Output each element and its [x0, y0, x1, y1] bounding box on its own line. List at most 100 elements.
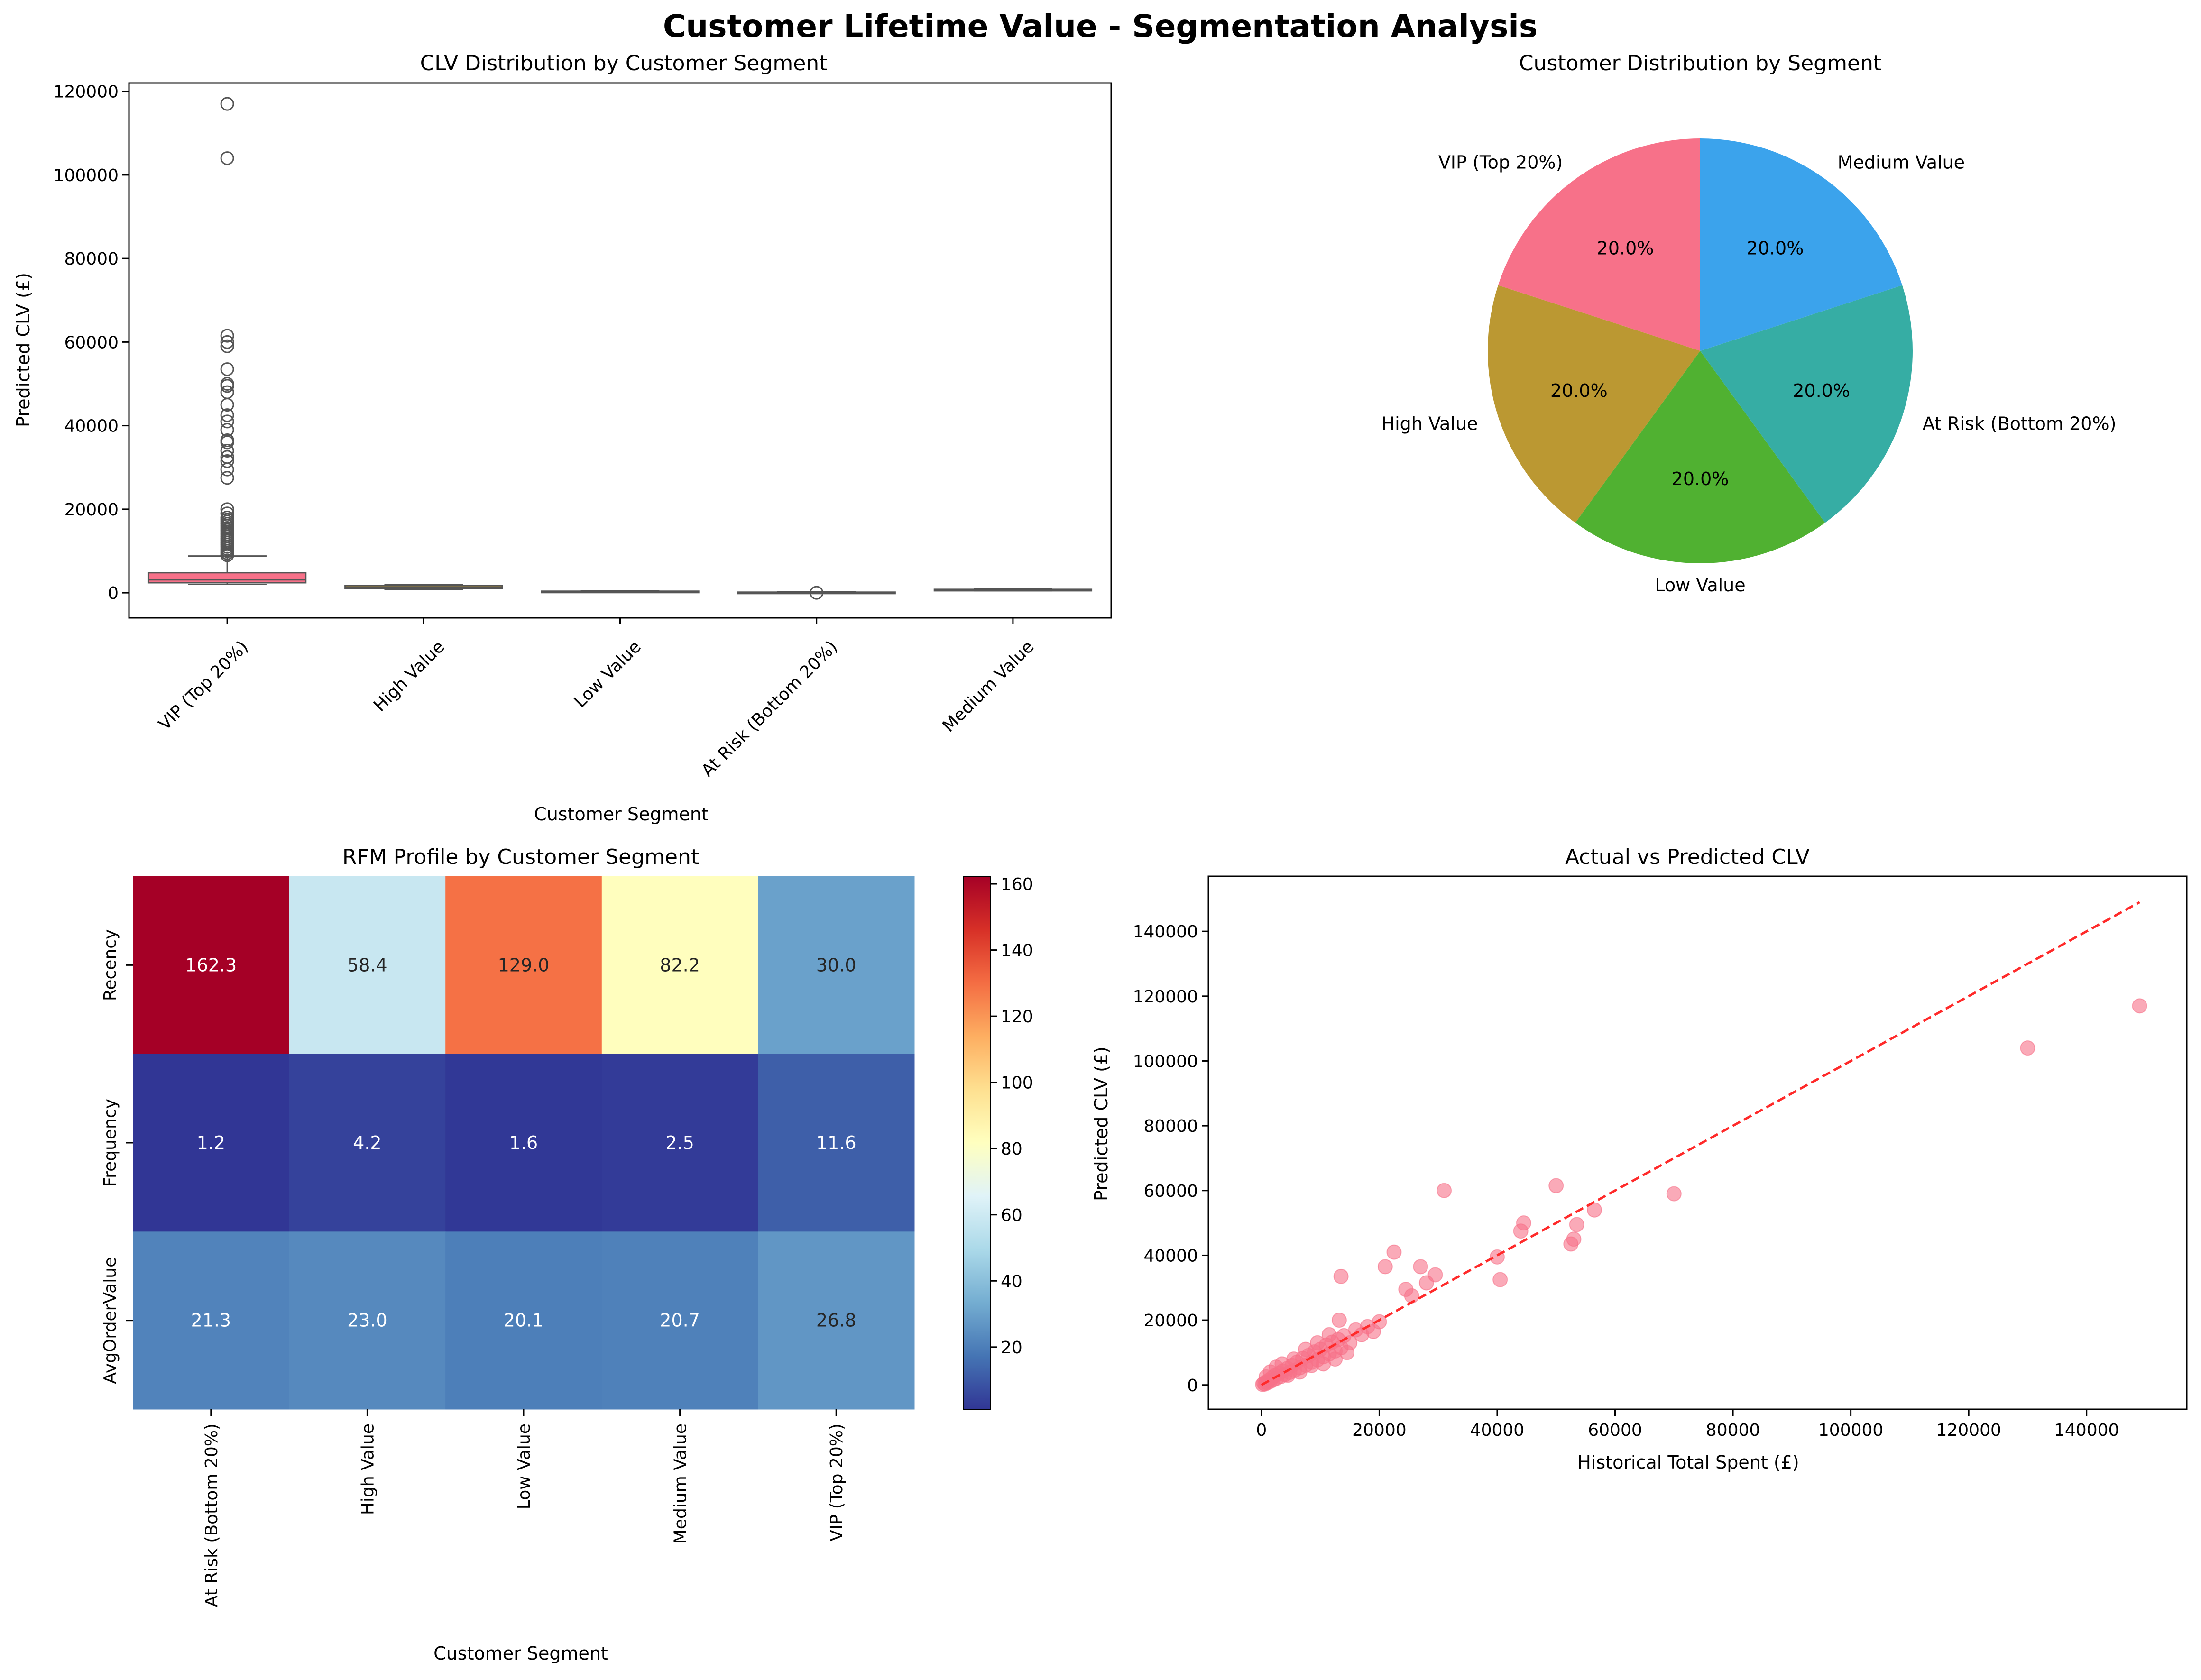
colorbar-tick-label: 40	[1001, 1272, 1022, 1291]
box-y-tick-label: 120000	[54, 83, 119, 102]
scatter-y-tick-label: 120000	[1133, 987, 1198, 1007]
heatmap-column-label: At Risk (Bottom 20%)	[202, 1423, 221, 1607]
box-outlier	[220, 97, 234, 111]
heatmap-cell	[601, 1231, 758, 1410]
scatter-title: Actual vs Predicted CLV	[1565, 845, 1810, 869]
pie-slice-percent: 20.0%	[1793, 380, 1850, 401]
box-outlier	[220, 414, 234, 429]
heatmap-cell	[758, 876, 915, 1055]
scatter-ylabel: Predicted CLV (£)	[1091, 1047, 1112, 1201]
heatmap-column-label: Medium Value	[671, 1423, 691, 1544]
scatter-point	[1372, 1314, 1387, 1330]
scatter-point	[1331, 1313, 1347, 1328]
box-x-tick-label: High Value	[370, 637, 448, 715]
scatter-y-tick-label: 80000	[1143, 1117, 1198, 1136]
heatmap-cell-label: 11.6	[816, 1132, 856, 1153]
box-outlier	[220, 506, 234, 521]
scatter-point	[1404, 1288, 1419, 1304]
scatter-xlabel: Historical Total Spent (£)	[1577, 1452, 1799, 1473]
heatmap-cell-label: 23.0	[347, 1310, 387, 1331]
heatmap-title: RFM Profile by Customer Segment	[342, 845, 699, 869]
scatter-point	[1298, 1341, 1314, 1357]
box-outlier	[220, 151, 234, 165]
scatter-y-tick-label: 20000	[1143, 1311, 1198, 1331]
heatmap-cell	[133, 876, 290, 1055]
scatter-frame	[1207, 875, 2188, 1410]
heatmap-cell	[601, 1054, 758, 1232]
scatter-x-tick-label: 0	[1256, 1421, 1267, 1440]
pie-chart-panel: Customer Distribution by Segment 20.0% VI…	[1381, 51, 2117, 596]
heatmap-cell-label: 4.2	[353, 1132, 381, 1153]
box-y-tick-label: 0	[108, 584, 119, 603]
box-outlier	[220, 511, 234, 524]
scatter-point	[1377, 1259, 1393, 1275]
colorbar-tick-label: 20	[1001, 1338, 1022, 1358]
pie-slice-label: Low Value	[1655, 575, 1745, 596]
scatter-point	[1309, 1335, 1325, 1350]
scatter-x-tick-label: 60000	[1588, 1421, 1642, 1440]
box-outlier	[220, 329, 234, 343]
heatmap-cell	[289, 876, 446, 1055]
scatter-point	[1437, 1183, 1452, 1198]
heatmap-cell	[445, 876, 602, 1055]
pie-slice-label: High Value	[1381, 413, 1478, 434]
colorbar-tick-label: 60	[1001, 1206, 1022, 1225]
box-x-tick-label: VIP (Top 20%)	[155, 637, 252, 734]
pie-slice-label: Medium Value	[1838, 152, 1965, 173]
heatmap-column-label: High Value	[358, 1423, 378, 1515]
pie-slice	[1575, 351, 1825, 563]
scatter-point	[1286, 1351, 1302, 1367]
heatmap-cell	[445, 1231, 602, 1410]
box-plot-ylabel: Predicted CLV (£)	[13, 273, 34, 427]
box-outlier	[810, 586, 824, 600]
scatter-point	[2020, 1040, 2035, 1056]
heatmap-row-label: Frequency	[101, 1099, 120, 1187]
box-y-tick-label: 40000	[64, 417, 119, 436]
scatter-point	[1413, 1259, 1428, 1275]
scatter-point	[1492, 1272, 1508, 1287]
pie-slice	[1700, 285, 1913, 523]
heatmap-cell	[289, 1054, 446, 1232]
scatter-y-tick-label: 0	[1187, 1376, 1198, 1395]
scatter-y-tick-label: 40000	[1143, 1246, 1198, 1266]
colorbar	[963, 876, 991, 1410]
heatmap-cell-label: 162.3	[185, 955, 237, 975]
heatmap-cell-label: 26.8	[816, 1310, 856, 1331]
scatter-x-tick-label: 140000	[2054, 1421, 2119, 1440]
heatmap-panel: RFM Profile by Customer Segment Customer…	[101, 845, 1033, 1664]
box-outlier	[220, 422, 234, 437]
box-outlier	[220, 362, 234, 376]
reference-line	[1261, 901, 2140, 1386]
scatter-point	[1427, 1267, 1443, 1283]
scatter-x-tick-label: 100000	[1818, 1421, 1883, 1440]
heatmap-cell	[133, 1231, 290, 1410]
scatter-point	[1327, 1351, 1343, 1367]
box-plot-xlabel: Customer Segment	[534, 804, 709, 825]
box-plot-title: CLV Distribution by Customer Segment	[420, 51, 828, 75]
scatter-point	[1548, 1178, 1564, 1193]
box-body	[147, 572, 307, 584]
heatmap-row-label: Recency	[101, 929, 120, 1001]
scatter-point	[1339, 1345, 1355, 1360]
box-outlier	[220, 377, 234, 391]
box-y-tick-label: 60000	[64, 333, 119, 352]
pie-slice-label: At Risk (Bottom 20%)	[1923, 413, 2117, 434]
pie-slice-label: VIP (Top 20%)	[1438, 152, 1563, 173]
pie-slice-percent: 20.0%	[1672, 468, 1729, 489]
heatmap-cell-label: 2.5	[665, 1132, 694, 1153]
scatter-x-tick-label: 40000	[1470, 1421, 1525, 1440]
heatmap-cell	[445, 1054, 602, 1232]
pie-chart-title: Customer Distribution by Segment	[1519, 51, 1881, 75]
box-outlier	[220, 433, 234, 447]
heatmap-cell-label: 30.0	[816, 955, 856, 975]
scatter-x-tick-label: 20000	[1352, 1421, 1407, 1440]
heatmap-cell	[758, 1231, 915, 1410]
figure-title: Customer Lifetime Value - Segmentation A…	[663, 8, 1538, 45]
heatmap-cell	[601, 876, 758, 1055]
heatmap-cell	[758, 1054, 915, 1232]
box-x-tick-label: Low Value	[571, 637, 645, 711]
heatmap-cell	[133, 1054, 290, 1232]
box-outlier	[220, 339, 234, 353]
colorbar-tick-label: 100	[1001, 1074, 1033, 1093]
box-outlier	[220, 502, 234, 516]
